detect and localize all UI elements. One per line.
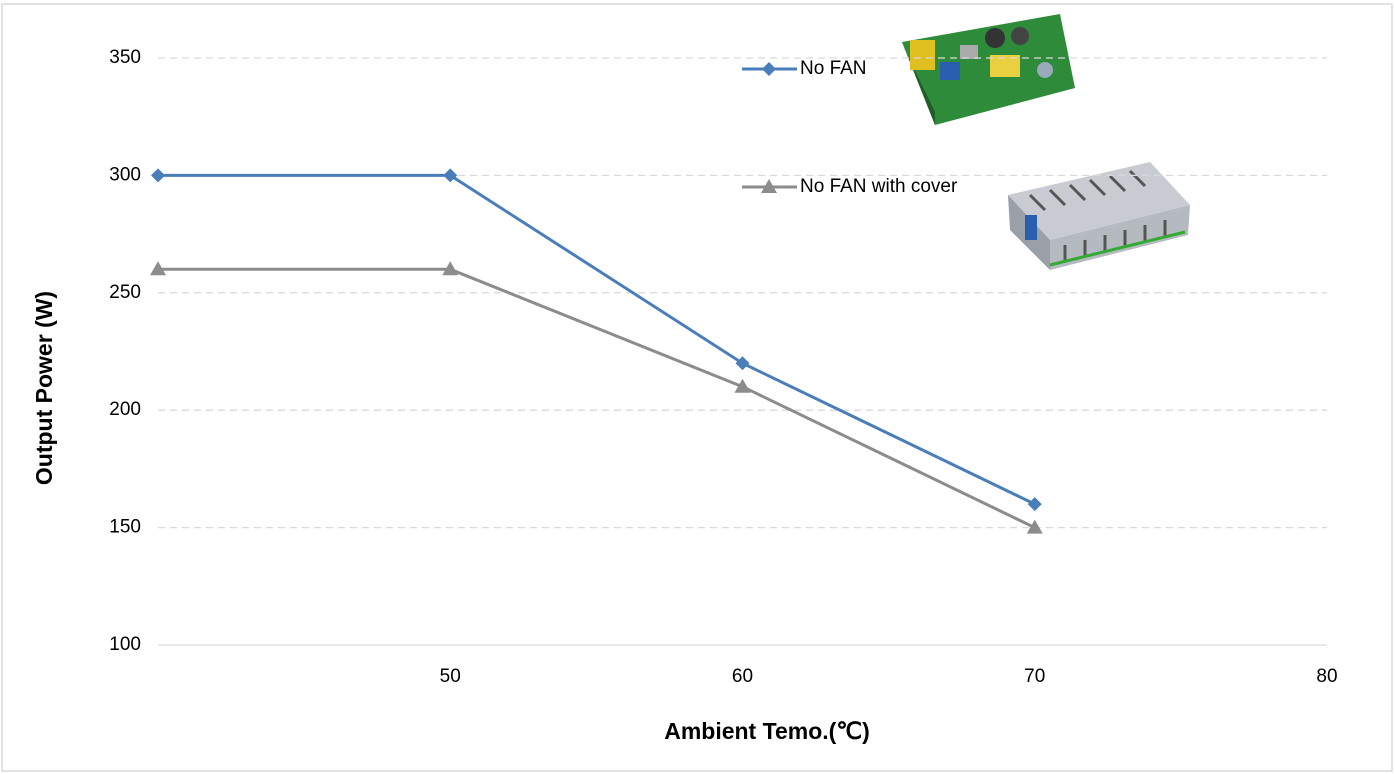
y-tick-label: 150: [109, 517, 141, 538]
data-point: [442, 261, 459, 276]
y-tick-label: 350: [109, 47, 141, 68]
x-tick-label: 60: [732, 666, 753, 687]
legend-marker: [762, 62, 776, 76]
x-tick-label: 50: [440, 666, 461, 687]
y-axis-title: Output Power (W): [31, 291, 57, 485]
product-image-open: [902, 14, 1075, 125]
y-tick-label: 300: [109, 164, 141, 185]
data-point: [1026, 519, 1043, 534]
x-tick-label: 80: [1316, 666, 1337, 687]
series-line: [158, 173, 1036, 506]
series-line: [158, 267, 1036, 529]
data-point: [151, 168, 165, 183]
x-tick-label: 70: [1024, 666, 1045, 687]
y-tick-label: 250: [109, 282, 141, 303]
y-tick-label: 100: [109, 634, 141, 655]
y-tick-label: 200: [109, 399, 141, 420]
legend-label: No FAN with cover: [800, 176, 958, 197]
data-point: [150, 261, 166, 276]
legend-label: No FAN: [800, 58, 867, 79]
legend-marker: [761, 179, 777, 193]
chart-frame: [1, 3, 1393, 772]
x-axis-title: Ambient Temo.(℃): [664, 718, 870, 744]
data-point: [1027, 497, 1042, 512]
product-image-cover: [1008, 162, 1190, 270]
data-point: [443, 168, 458, 183]
data-point: [734, 378, 751, 393]
data-point: [735, 356, 750, 371]
